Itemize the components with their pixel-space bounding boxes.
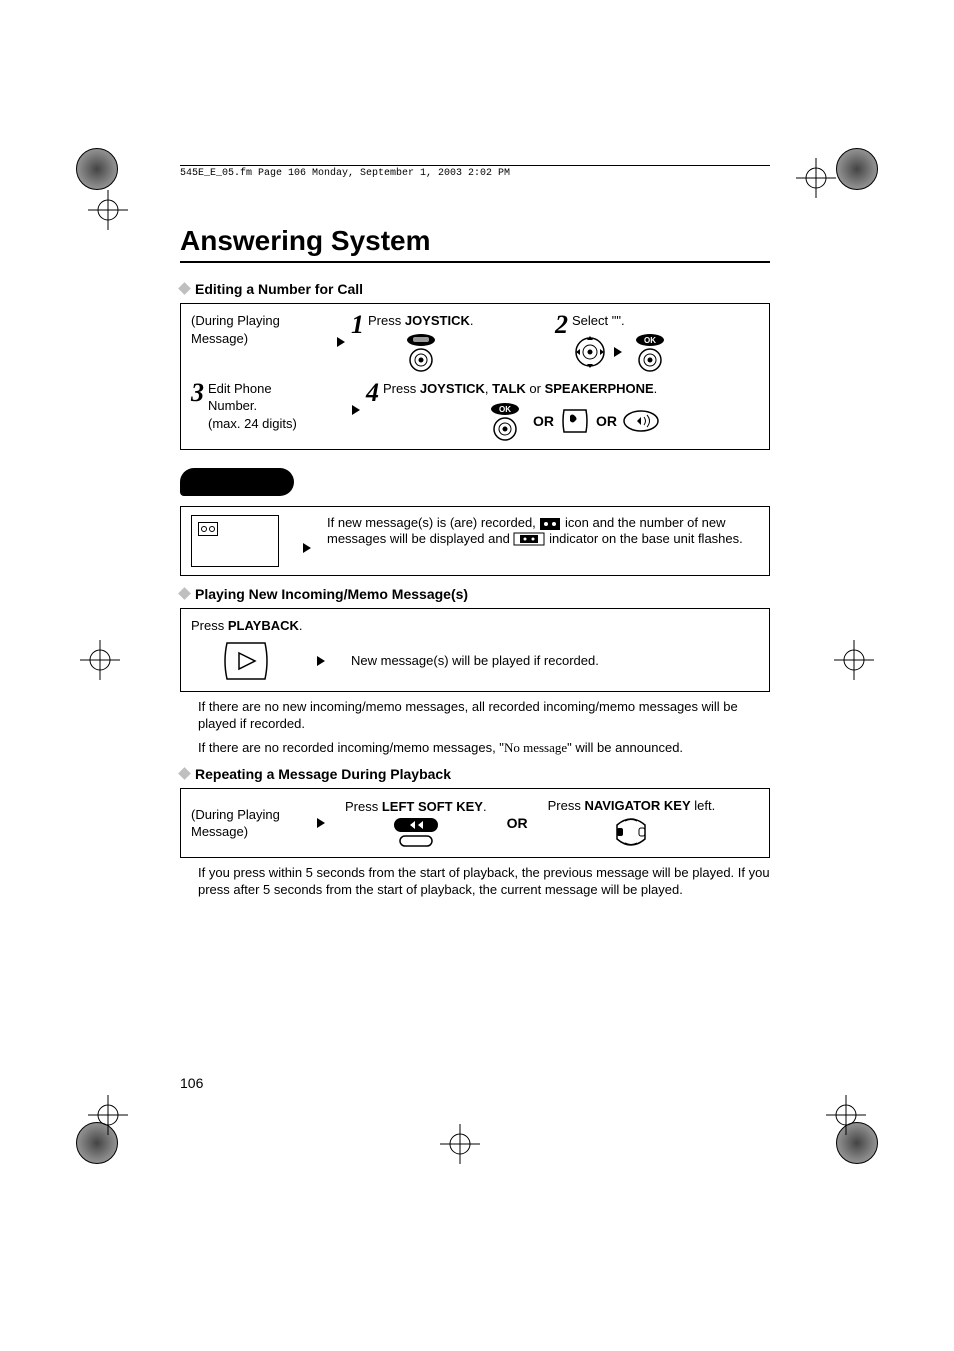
step-bold: PLAYBACK (228, 618, 299, 633)
speakerphone-button-icon (623, 410, 659, 432)
talk-button-icon (560, 406, 590, 436)
step-text: Press (383, 381, 420, 396)
or-label: OR (507, 814, 528, 833)
crosshair-icon (796, 158, 836, 198)
crosshair-icon (80, 640, 120, 680)
svg-text:OK: OK (499, 405, 511, 414)
step-bold: JOYSTICK (405, 313, 470, 328)
playback-button-icon (221, 639, 271, 683)
msg-text: If new message(s) is (are) recorded, (327, 515, 539, 530)
left-softkey-icon (388, 816, 444, 848)
step-box-repeat: (During Playing Message) Press LEFT SOFT… (180, 788, 770, 858)
step-number: 1 (351, 312, 364, 338)
step-text: or (526, 381, 545, 396)
crosshair-icon (88, 190, 128, 230)
step-box-editing: (During Playing Message) 1 Press JOYSTIC… (180, 303, 770, 450)
arrow-right-icon (317, 818, 325, 828)
page-title: Answering System (180, 225, 770, 257)
step-text: Press (191, 618, 228, 633)
step-text: (max. 24 digits) (208, 415, 297, 433)
step-text: . (299, 618, 303, 633)
bullet-text: New message(s) will be played if recorde… (351, 652, 599, 670)
step-box-playback: Press PLAYBACK. New message(s) will be p… (180, 608, 770, 692)
subhead-text: Repeating a Message During Playback (195, 766, 451, 782)
print-target-tr (836, 148, 878, 190)
subhead-editing: Editing a Number for Call (180, 281, 770, 297)
joystick-ring-icon (572, 332, 608, 372)
during-label: (During Playing Message) (191, 312, 331, 347)
during-label: (During Playing Message) (191, 807, 280, 840)
step-number: 3 (191, 380, 204, 406)
msg-text: indicator on the base unit flashes. (549, 531, 743, 546)
step-text: . (470, 313, 474, 328)
base-unit-pill (180, 468, 294, 496)
note-text: If you press within 5 seconds from the s… (198, 864, 770, 899)
step-text: Press (368, 313, 405, 328)
svg-text:OK: OK (644, 336, 656, 345)
step-text: Edit Phone (208, 380, 297, 398)
joystick-icon (399, 332, 443, 372)
or-label: OR (533, 412, 554, 431)
content-area: Answering System Editing a Number for Ca… (180, 225, 770, 899)
tape-icon (198, 522, 218, 536)
or-label: OR (596, 412, 617, 431)
step-bold: TALK (492, 381, 526, 396)
indicator-inline-icon (513, 532, 545, 546)
tape-inline-icon (539, 517, 561, 531)
step-text: ". (616, 313, 624, 328)
framemaker-header: 545E_E_05.fm Page 106 Monday, September … (180, 165, 770, 179)
arrow-right-icon (317, 656, 325, 666)
diamond-icon (178, 587, 191, 600)
step-bold: SPEAKERPHONE (545, 381, 654, 396)
step-text: Select " (572, 313, 616, 328)
crosshair-icon (88, 1095, 128, 1135)
step-text: Press (345, 799, 382, 814)
crosshair-icon (834, 640, 874, 680)
arrow-right-icon (337, 337, 345, 347)
navigator-key-icon (611, 815, 651, 849)
subhead-text: Editing a Number for Call (195, 281, 363, 297)
arrow-right-icon (614, 347, 622, 357)
step-bold: LEFT SOFT KEY (382, 799, 483, 814)
step-text: , (485, 381, 492, 396)
crosshair-icon (440, 1124, 480, 1164)
step-text: . (654, 381, 658, 396)
step-text: Press (548, 798, 585, 813)
crosshair-icon (826, 1095, 866, 1135)
page-container: 545E_E_05.fm Page 106 Monday, September … (0, 0, 954, 1351)
diamond-icon (178, 767, 191, 780)
arrow-right-icon (352, 405, 360, 415)
joystick-ok-icon: OK (483, 401, 527, 441)
note-text: If there are no new incoming/memo messag… (198, 698, 770, 733)
step-number: 2 (555, 312, 568, 338)
step-bold: NAVIGATOR KEY (584, 798, 690, 813)
page-number: 106 (180, 1075, 203, 1091)
subhead-repeating: Repeating a Message During Playback (180, 766, 770, 782)
arrow-right-icon (303, 543, 311, 553)
step-number: 4 (366, 380, 379, 406)
subhead-playing: Playing New Incoming/Memo Message(s) (180, 586, 770, 602)
new-message-box: If new message(s) is (are) recorded, ico… (180, 506, 770, 576)
display-preview (191, 515, 279, 567)
subhead-text: Playing New Incoming/Memo Message(s) (195, 586, 468, 602)
step-text: . (483, 799, 487, 814)
step-bold: JOYSTICK (420, 381, 485, 396)
print-target-tl (76, 148, 118, 190)
step-text: Number. (208, 397, 297, 415)
joystick-ok-icon: OK (628, 332, 672, 372)
title-underline (180, 261, 770, 263)
note-text: If there are no recorded incoming/memo m… (198, 739, 770, 757)
diamond-icon (178, 282, 191, 295)
step-text: left. (691, 798, 716, 813)
